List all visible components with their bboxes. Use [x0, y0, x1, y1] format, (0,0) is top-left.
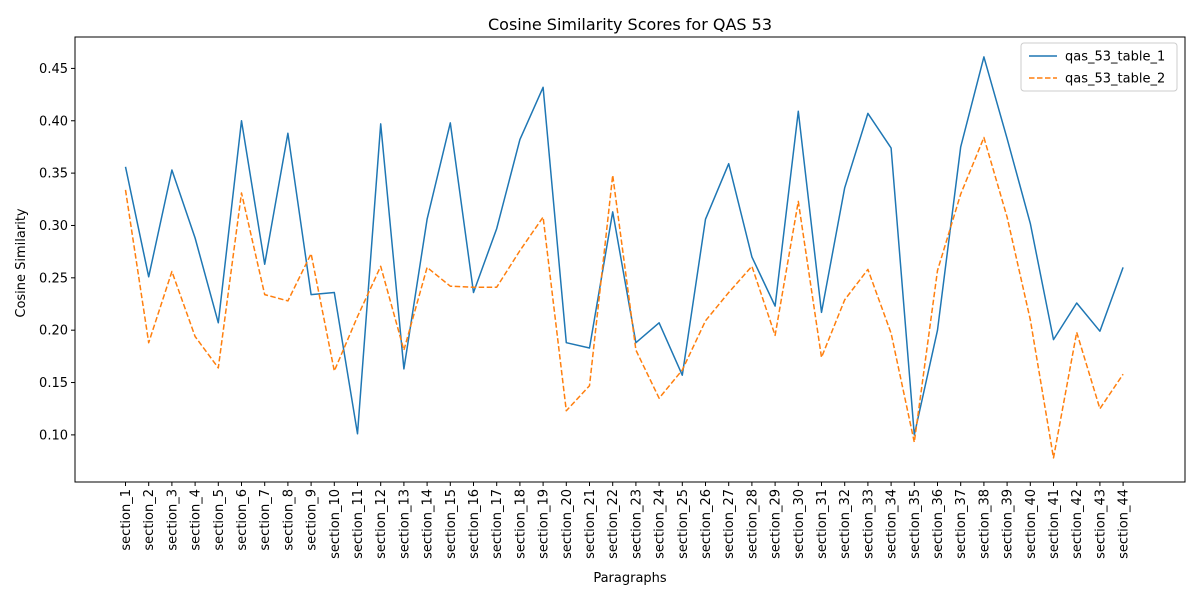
x-tick-label: section_33 — [861, 489, 876, 559]
x-tick-label: section_41 — [1047, 489, 1062, 559]
series-line — [124, 56, 1124, 436]
plot-frame — [74, 36, 1186, 483]
x-tick-label: section_8 — [281, 489, 296, 551]
x-tick-label: section_34 — [885, 489, 900, 559]
legend: qas_53_table_1 qas_53_table_2 — [1020, 42, 1178, 92]
legend-frame — [1020, 42, 1178, 92]
x-tick-label: section_12 — [374, 489, 389, 559]
x-tick-label: section_4 — [189, 489, 204, 551]
x-tick-label: section_15 — [444, 489, 459, 559]
x-tick-label: section_5 — [212, 489, 227, 551]
x-tick-label: section_40 — [1024, 489, 1039, 559]
x-tick-label: section_16 — [467, 489, 482, 559]
x-tick-label: section_11 — [351, 489, 366, 559]
y-tick-label: 0.10 — [39, 428, 68, 443]
x-tick-label: section_2 — [142, 489, 157, 551]
x-tick-label: section_38 — [977, 489, 992, 559]
legend-label: qas_53_table_2 — [1065, 72, 1165, 87]
x-tick-label: section_10 — [328, 489, 343, 559]
y-tick-label: 0.45 — [39, 62, 68, 77]
y-axis: 0.10 0.15 0.20 0.25 0.30 0.35 0.40 0.45 — [39, 62, 75, 443]
x-tick-label: section_6 — [235, 489, 250, 551]
x-tick-label: section_25 — [676, 489, 691, 559]
x-tick-label: section_14 — [421, 489, 436, 559]
x-axis-label: Paragraphs — [593, 571, 667, 586]
y-tick-label: 0.20 — [39, 324, 68, 339]
plot-area — [74, 36, 1186, 483]
x-tick-label: section_24 — [653, 489, 668, 559]
x-tick-label: section_42 — [1070, 489, 1085, 559]
x-tick-label: section_3 — [165, 489, 180, 551]
x-tick-label: section_26 — [699, 489, 714, 559]
y-tick-label: 0.25 — [39, 271, 68, 286]
x-tick-label: section_1 — [119, 489, 134, 551]
y-tick-label: 0.40 — [39, 114, 68, 129]
x-tick-label: section_39 — [1001, 489, 1016, 559]
y-tick-label: 0.30 — [39, 219, 68, 234]
chart-title: Cosine Similarity Scores for QAS 53 — [488, 15, 772, 34]
x-tick-label: section_7 — [258, 489, 273, 551]
x-tick-label: section_19 — [537, 489, 552, 559]
x-tick-label: section_37 — [954, 489, 969, 559]
x-tick-label: section_22 — [606, 489, 621, 559]
x-tick-label: section_23 — [629, 489, 644, 559]
legend-label: qas_53_table_1 — [1065, 50, 1165, 65]
series-layer — [124, 56, 1124, 459]
x-tick-label: section_31 — [815, 489, 830, 559]
series-qas_53_table_2 — [124, 136, 1124, 459]
x-tick-label: section_21 — [583, 489, 598, 559]
x-tick-label: section_9 — [305, 489, 320, 551]
y-tick-label: 0.15 — [39, 376, 68, 391]
series-line — [124, 136, 1124, 459]
x-tick-label: section_17 — [490, 489, 505, 559]
x-tick-label: section_43 — [1093, 489, 1108, 559]
x-axis: section_1 section_2 section_3 section_4 sect… — [119, 482, 1132, 559]
x-tick-label: section_35 — [908, 489, 923, 559]
x-tick-label: section_27 — [722, 489, 737, 559]
series-qas_53_table_1 — [124, 56, 1124, 436]
x-tick-label: section_28 — [745, 489, 760, 559]
x-tick-label: section_30 — [792, 489, 807, 559]
x-tick-label: section_44 — [1117, 489, 1132, 559]
y-tick-label: 0.35 — [39, 167, 68, 182]
x-tick-label: section_13 — [397, 489, 412, 559]
x-tick-label: section_20 — [560, 489, 575, 559]
x-tick-label: section_29 — [769, 489, 784, 559]
x-tick-label: section_18 — [513, 489, 528, 559]
y-axis-label: Cosine Similarity — [14, 208, 29, 318]
x-tick-label: section_36 — [931, 489, 946, 559]
x-tick-label: section_32 — [838, 489, 853, 559]
